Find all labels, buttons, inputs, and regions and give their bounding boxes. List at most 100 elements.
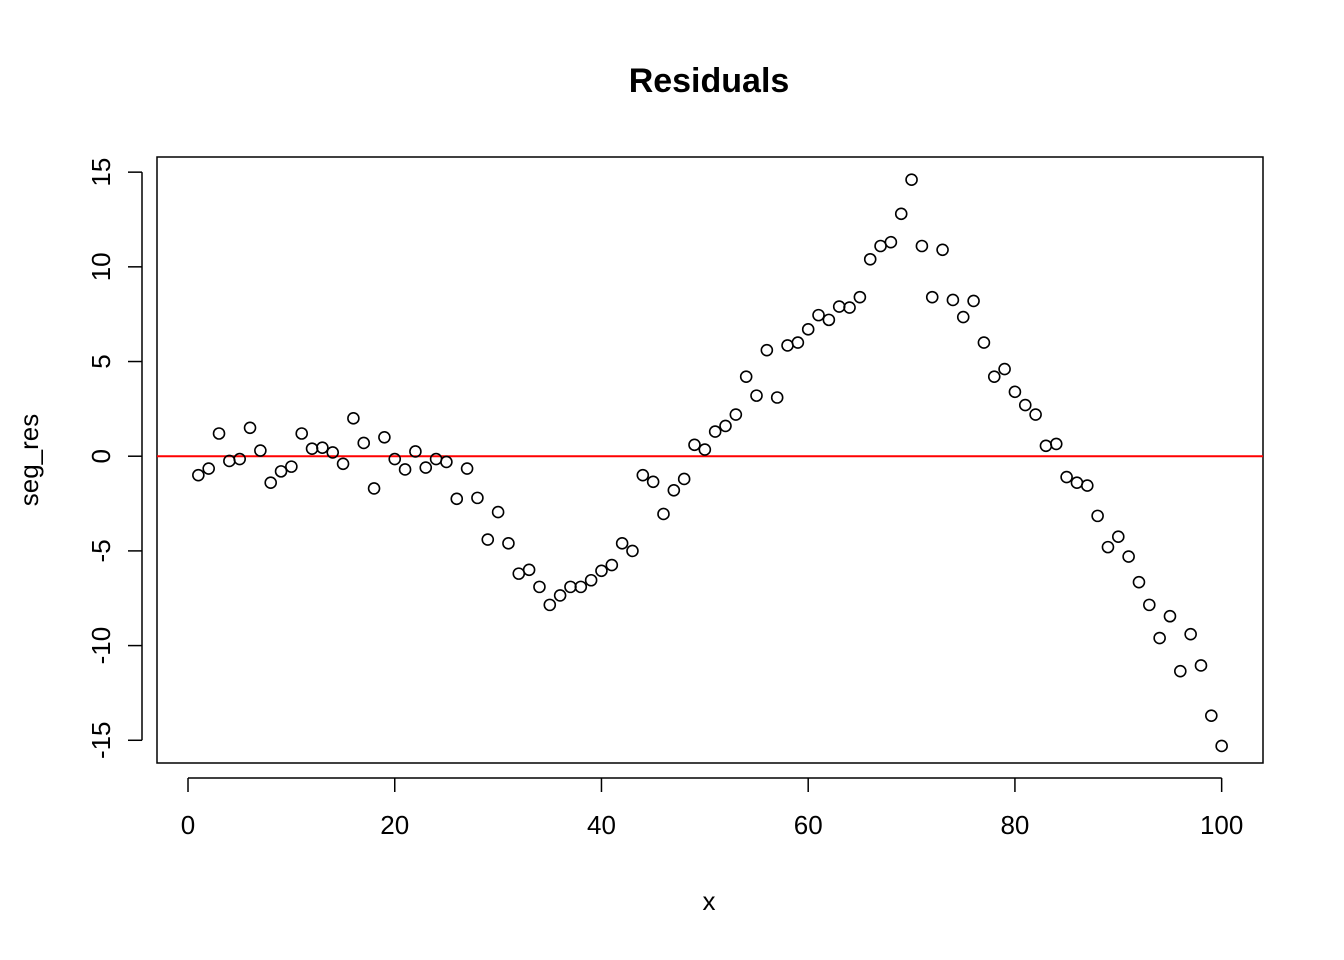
y-tick-label: -15 xyxy=(86,721,116,759)
data-point xyxy=(1163,609,1177,623)
x-tick-label: 40 xyxy=(587,810,616,840)
data-point xyxy=(1174,664,1187,678)
data-point xyxy=(460,462,474,475)
data-point xyxy=(729,408,743,421)
data-point xyxy=(1080,479,1094,492)
x-tick-label: 80 xyxy=(1000,810,1029,840)
data-point xyxy=(512,567,526,580)
data-point xyxy=(739,370,753,383)
data-point xyxy=(336,457,350,471)
data-point xyxy=(977,336,991,349)
data-point xyxy=(646,475,660,489)
data-point xyxy=(1111,530,1125,543)
data-point xyxy=(212,427,226,440)
data-point xyxy=(1122,550,1135,563)
x-tick-label: 20 xyxy=(380,810,409,840)
data-point xyxy=(264,476,278,490)
data-point xyxy=(956,310,970,324)
data-point xyxy=(894,207,908,221)
data-point xyxy=(347,412,360,425)
x-tick-label: 100 xyxy=(1200,810,1243,840)
data-point xyxy=(522,563,536,577)
data-point xyxy=(357,436,371,450)
data-point xyxy=(1008,385,1022,399)
data-point xyxy=(295,427,309,440)
data-point xyxy=(801,323,815,336)
x-tick-label: 60 xyxy=(794,810,823,840)
x-tick-label: 0 xyxy=(181,810,195,840)
data-point xyxy=(1018,398,1032,412)
data-points xyxy=(192,173,1228,753)
data-point xyxy=(1029,408,1042,421)
data-point xyxy=(719,419,732,433)
data-point xyxy=(254,444,267,457)
y-tick-label: 5 xyxy=(86,354,116,368)
data-point xyxy=(915,239,929,253)
data-point xyxy=(502,537,515,550)
data-point xyxy=(243,421,257,435)
data-point xyxy=(564,580,577,594)
data-point xyxy=(1039,439,1053,453)
data-point xyxy=(491,505,505,519)
chart-title: Residuals xyxy=(629,62,790,100)
data-point xyxy=(419,461,433,474)
data-point xyxy=(750,389,763,402)
data-point xyxy=(326,446,340,459)
data-point xyxy=(471,491,484,505)
data-point xyxy=(677,472,691,486)
data-point xyxy=(874,239,887,253)
data-point xyxy=(1070,476,1084,490)
data-point xyxy=(1049,437,1063,451)
data-point xyxy=(450,492,464,506)
data-point xyxy=(1101,540,1115,554)
y-tick-label: -5 xyxy=(86,539,116,562)
data-point xyxy=(429,452,443,466)
data-point xyxy=(967,294,980,308)
data-point xyxy=(708,425,722,438)
data-point xyxy=(843,301,856,314)
data-point xyxy=(667,483,681,497)
y-tick-label: 10 xyxy=(86,252,116,281)
x-axis: 0 20 40 60 80 100 xyxy=(181,777,1243,840)
y-tick-label: 0 xyxy=(86,449,116,463)
data-point xyxy=(367,482,381,495)
data-point xyxy=(1184,627,1197,641)
data-point xyxy=(1060,470,1073,484)
data-point xyxy=(832,300,846,313)
data-point xyxy=(853,290,867,304)
data-point xyxy=(605,558,619,572)
data-point xyxy=(316,441,329,454)
data-point xyxy=(998,362,1011,376)
data-point xyxy=(1153,631,1166,645)
data-point xyxy=(1132,575,1146,589)
y-axis-label: seg_res xyxy=(14,414,44,507)
data-point xyxy=(688,438,701,452)
data-point xyxy=(925,290,939,304)
data-point xyxy=(770,391,784,404)
data-point xyxy=(553,589,567,602)
data-point xyxy=(791,336,805,349)
data-point xyxy=(595,564,608,578)
data-point xyxy=(409,445,422,458)
data-point xyxy=(1215,739,1228,753)
data-point xyxy=(192,468,205,482)
data-point xyxy=(760,343,774,357)
data-point xyxy=(543,598,557,612)
data-point xyxy=(584,573,598,587)
data-point xyxy=(378,430,391,444)
data-point xyxy=(987,370,1001,383)
data-point xyxy=(388,452,402,466)
data-point xyxy=(636,468,650,482)
data-point xyxy=(698,443,712,456)
data-point xyxy=(863,252,877,266)
data-point xyxy=(884,235,898,249)
data-point xyxy=(233,452,246,466)
data-point xyxy=(1205,709,1218,722)
data-point xyxy=(936,243,949,257)
data-point xyxy=(1194,659,1208,672)
x-axis-label: x xyxy=(703,886,716,916)
data-point xyxy=(398,463,412,476)
data-point xyxy=(905,173,918,187)
y-axis: -15 -10 -5 0 5 10 15 xyxy=(86,158,143,759)
